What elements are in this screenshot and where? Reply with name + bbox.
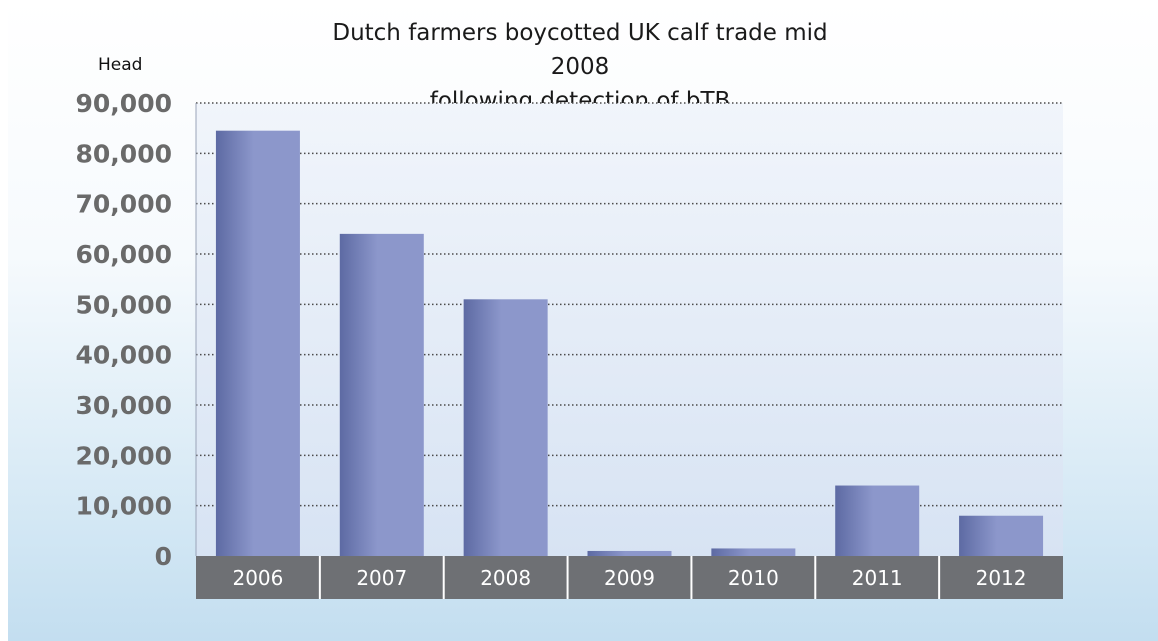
- chart-title-line-1: Dutch farmers boycotted UK calf trade mi…: [332, 20, 828, 80]
- y-tick-label: 70,000: [76, 190, 172, 219]
- x-tick-label: 2006: [232, 566, 283, 590]
- x-tick-label: 2011: [852, 566, 903, 590]
- y-tick-label: 40,000: [76, 341, 172, 370]
- bar-2007: [339, 233, 424, 556]
- y-tick-label: 60,000: [76, 240, 172, 269]
- y-tick-label: 80,000: [76, 139, 172, 168]
- x-tick-label: 2010: [728, 566, 779, 590]
- bar-2012: [959, 515, 1044, 556]
- y-tick-label: 30,000: [76, 391, 172, 420]
- y-tick-label: 20,000: [76, 441, 172, 470]
- x-tick-label: 2007: [356, 566, 407, 590]
- y-tick-label: 50,000: [76, 290, 172, 319]
- bar-2011: [835, 485, 920, 556]
- x-tick-label: 2012: [976, 566, 1027, 590]
- plot-background: [196, 103, 1063, 556]
- y-axis-label: Head: [98, 55, 143, 75]
- bar-2006: [215, 130, 300, 556]
- bar-2008: [463, 299, 548, 556]
- x-tick-label: 2008: [480, 566, 531, 590]
- bar-2010: [711, 548, 796, 556]
- y-tick-label: 0: [155, 542, 172, 571]
- bar-2009: [587, 550, 672, 556]
- x-tick-label: 2009: [604, 566, 655, 590]
- x-axis-band: [196, 556, 1063, 599]
- y-tick-label: 90,000: [76, 89, 172, 118]
- y-tick-label: 10,000: [76, 492, 172, 521]
